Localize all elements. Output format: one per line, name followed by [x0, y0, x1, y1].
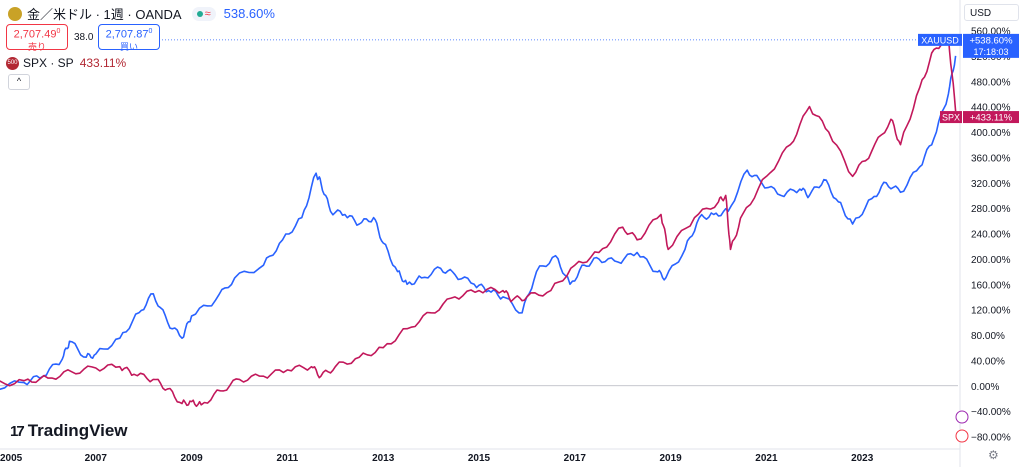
y-tick-label: −80.00% [971, 433, 1011, 444]
series-line-xauusd [0, 55, 957, 390]
compare-symbol[interactable]: 500 SPX · SP 433.11% [6, 56, 126, 70]
x-tick-label: 2011 [277, 453, 299, 464]
y-tick-label: −40.00% [971, 407, 1011, 418]
sell-price-sup: 0 [56, 28, 61, 35]
spx-value-label: +433.11% [970, 113, 1013, 124]
symbol-change: 538.60% [223, 6, 275, 21]
xauusd-value-tag [963, 33, 1019, 58]
spx-badge-icon: 500 [6, 56, 19, 70]
y-tick-label: 400.00% [971, 128, 1011, 139]
x-tick-label: 2015 [468, 453, 491, 464]
market-open-icon [196, 10, 203, 17]
y-tick-label: 560.00% [971, 27, 1011, 38]
y-tick-label: 440.00% [971, 103, 1011, 114]
buy-label: 買い [119, 41, 138, 52]
x-tick-label: 2009 [180, 453, 203, 464]
x-tick-label: 2005 [0, 453, 23, 464]
xauusd-name-label: XAUUSD [921, 35, 959, 45]
y-tick-label: 80.00% [971, 331, 1005, 342]
x-tick-label: 2023 [851, 453, 874, 464]
spx-name-tag [940, 111, 962, 124]
compare-change: 433.11% [79, 56, 127, 70]
currency-label: USD [970, 8, 992, 19]
currency-select[interactable]: USD [964, 4, 1019, 21]
chevron-up-icon: ^ [16, 76, 22, 86]
gear-icon[interactable]: ⚙ [988, 448, 999, 462]
y-tick-label: 160.00% [971, 280, 1011, 291]
sell-button[interactable]: 2,707.490 売り [6, 24, 68, 52]
buy-button[interactable]: 2,707.870 買い [98, 24, 160, 52]
buy-price: 2,707.87 [105, 28, 149, 41]
symbol-header: 金／米ドル · 1週 · OANDA ≈ 538.60% [8, 4, 275, 23]
tv-logo-icon: 17 [10, 422, 25, 440]
y-tick-label: 120.00% [971, 306, 1011, 317]
x-tick-label: 2021 [755, 453, 778, 464]
sell-price: 2,707.49 [13, 28, 57, 41]
sell-label: 売り [27, 41, 46, 52]
xauusd-time-label: 17:18:03 [973, 47, 1008, 57]
buy-price-sup: 0 [148, 28, 153, 35]
y-tick-label: 200.00% [971, 255, 1011, 266]
y-tick-label: 280.00% [971, 204, 1011, 215]
xauusd-value-label: +538.60% [969, 35, 1013, 46]
y-tick-label: 360.00% [971, 153, 1011, 164]
y-tick-label: 480.00% [971, 77, 1011, 88]
series-line-spx [0, 35, 957, 408]
event-icon [955, 410, 969, 424]
symbol-title[interactable]: 金／米ドル · 1週 · OANDA [27, 7, 182, 22]
compare-title: SPX · SP [23, 56, 74, 70]
spx-value-tag [963, 111, 1019, 124]
approx-icon: ≈ [204, 7, 211, 20]
x-tick-label: 2017 [564, 453, 587, 464]
x-tick-label: 2007 [85, 453, 108, 464]
spread-value: 38.0 [74, 32, 94, 43]
xauusd-name-tag [918, 33, 962, 46]
x-tick-label: 2019 [659, 453, 682, 464]
y-tick-label: 40.00% [971, 356, 1005, 367]
gold-coin-icon [8, 6, 22, 21]
flag-event-icon [955, 429, 969, 443]
tradingview-logo[interactable]: 17 TradingView [10, 421, 128, 441]
market-status[interactable]: ≈ [191, 6, 216, 21]
x-tick-label: 2013 [372, 453, 395, 464]
logo-text: TradingView [27, 421, 128, 440]
y-tick-label: 320.00% [971, 179, 1011, 190]
spx-name-label: SPX [942, 113, 960, 123]
y-tick-label: 240.00% [971, 230, 1011, 241]
y-tick-label: 0.00% [971, 382, 999, 393]
collapse-legend-button[interactable]: ^ [8, 74, 30, 90]
